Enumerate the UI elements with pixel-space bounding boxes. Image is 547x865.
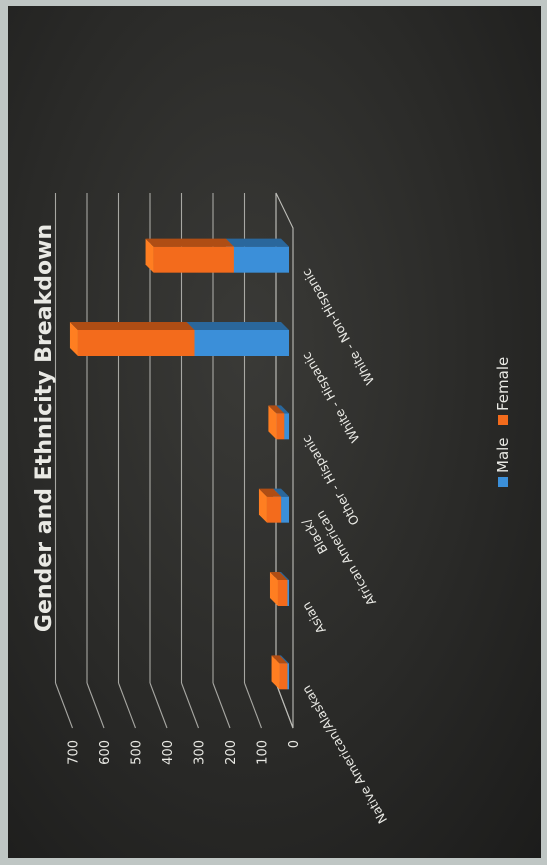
x-tick-label: Black/African American <box>298 507 379 616</box>
bar-male-side <box>273 488 289 497</box>
bar-male <box>284 413 289 440</box>
legend-swatch <box>498 415 508 425</box>
chart-title: Gender and Ethnicity Breakdown <box>32 224 57 632</box>
bar-male <box>281 496 289 523</box>
chart-slide: 0 100 200 300 400 500 600 700 Native American/Al… <box>8 6 541 858</box>
bar-female-side <box>69 322 195 330</box>
gridline-side <box>149 682 168 729</box>
legend-swatch <box>498 477 508 487</box>
bar-male <box>233 246 289 273</box>
y-tick-label: 100 <box>256 740 271 765</box>
bar-male-side <box>279 572 289 580</box>
bar-female-top <box>69 322 78 356</box>
bar-female-side <box>258 488 282 497</box>
gridline-side <box>86 682 105 729</box>
bar-male <box>194 330 289 356</box>
gridline-side <box>54 682 74 729</box>
y-tick-label: 0 <box>287 740 302 748</box>
bar-female-side <box>145 238 234 247</box>
bar-female <box>153 246 234 273</box>
y-tick-label: 200 <box>224 740 239 765</box>
y-tick-label: 400 <box>161 740 176 765</box>
bar-male-side <box>225 238 289 247</box>
y-tick-label: 600 <box>98 740 113 765</box>
x-tick-label: Asian <box>299 600 329 637</box>
gridline-side <box>212 682 231 729</box>
chart-rotated-group: 0 100 200 300 400 500 600 700 Native American/Al… <box>32 192 512 826</box>
chart-floor <box>275 192 294 729</box>
bar-male <box>287 580 289 606</box>
x-tick-label-line: Native American/Alaskan <box>299 683 390 826</box>
bar-female-side <box>271 655 288 664</box>
bar-female <box>266 496 282 523</box>
bar-female <box>277 580 288 606</box>
bar-female <box>279 663 288 690</box>
bar-male-side <box>276 405 289 414</box>
bar-female <box>77 330 195 356</box>
bar-female-top <box>269 572 278 606</box>
bar-female <box>276 413 285 440</box>
y-tick-label: 500 <box>130 740 145 765</box>
legend-label: Female <box>494 357 512 411</box>
bar-female-side <box>269 572 288 580</box>
x-tick-label-line: Asian <box>299 600 329 637</box>
bar-female-top <box>271 655 280 690</box>
bar-male-side <box>186 322 289 330</box>
y-tick-label: 300 <box>193 740 208 765</box>
bar-female-top <box>258 488 267 523</box>
gridline-side <box>117 682 137 729</box>
bar-male <box>287 663 289 690</box>
legend-label: Male <box>494 437 512 473</box>
bar-female-top <box>145 238 154 273</box>
bar-male-side <box>279 655 289 664</box>
y-tick-label: 700 <box>67 740 82 765</box>
gridline-side <box>243 682 263 729</box>
bar-female-top <box>268 405 277 440</box>
x-tick-label: Other - Hispanic <box>299 433 363 528</box>
bar-female-side <box>268 405 285 414</box>
chart-svg: 0 100 200 300 400 500 600 700 Native American/Al… <box>32 192 512 826</box>
x-tick-label: Native American/Alaskan <box>299 683 390 826</box>
gridline-side <box>180 682 200 729</box>
x-tick-label-line: Other - Hispanic <box>299 433 363 528</box>
